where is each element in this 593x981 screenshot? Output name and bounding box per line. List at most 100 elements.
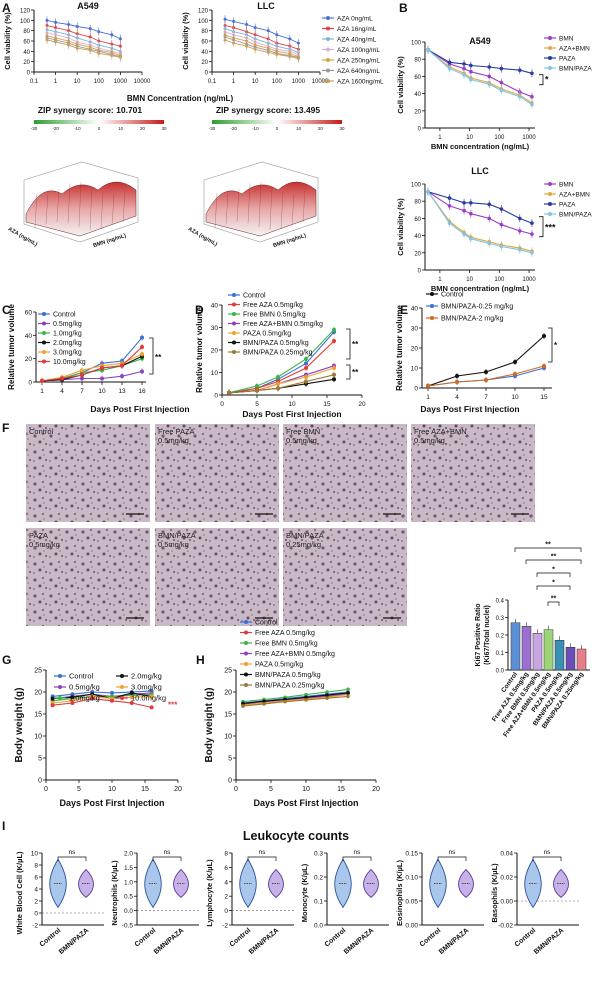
violin-1-group-label: BMN/PAZA bbox=[153, 927, 185, 956]
panel-g-xtick-label: 5 bbox=[77, 786, 81, 793]
panel-g-xtick-label: 10 bbox=[108, 786, 116, 793]
panel-d-legend-label: Free AZA 0.5mg/kg bbox=[243, 302, 303, 309]
violin-2-ylabel: Lymphocyte (K/µL) bbox=[205, 859, 214, 927]
panel-a-legend-label: AZA 640ng/mL bbox=[337, 68, 380, 75]
panel-g-xtick-label: 15 bbox=[141, 786, 149, 793]
panel-g-point bbox=[70, 701, 75, 705]
violin-5-ns: ns bbox=[544, 849, 552, 856]
panel-a-1-point bbox=[266, 50, 270, 54]
panel-a-1-ytick-label: 100 bbox=[198, 19, 209, 25]
panel-a-0-point bbox=[54, 40, 58, 44]
surface-a549-mesh bbox=[100, 191, 104, 230]
panel-h-point bbox=[325, 693, 329, 697]
panel-a-1-series-line bbox=[224, 36, 299, 58]
panel-letter: I bbox=[2, 819, 5, 833]
panel-g-ylabel: Body weight (g) bbox=[14, 688, 25, 763]
panel-c-legend-label: 0.5mg/kg bbox=[53, 321, 82, 328]
panel-a-0-point bbox=[110, 33, 114, 37]
panel-h-point bbox=[262, 699, 266, 704]
panel-b-1-point bbox=[469, 200, 473, 205]
panel-b-1-point bbox=[530, 232, 534, 236]
panel-e-point bbox=[455, 380, 459, 384]
ihc-image bbox=[155, 528, 279, 626]
panel-g-b-legend-label: 10.0mg/kg bbox=[131, 694, 166, 703]
panel-b-1-point bbox=[462, 208, 466, 213]
panel-f-bar-ytick-label: 0.2 bbox=[496, 634, 505, 640]
panel-a-1-ytick-label: 120 bbox=[198, 9, 209, 15]
panel-f-bar-ytick-label: 0.0 bbox=[496, 669, 505, 675]
surface-llc-mesh bbox=[302, 190, 306, 223]
panel-d-xtick-label: 0 bbox=[220, 401, 224, 408]
panel-g-point bbox=[90, 696, 95, 701]
panel-a-1-series-line bbox=[224, 39, 299, 60]
panel-e-ytick-label: 0 bbox=[414, 386, 418, 393]
panel-c-series-line bbox=[41, 346, 143, 382]
panel-a-1-point bbox=[288, 55, 292, 58]
panel-c-point bbox=[80, 368, 84, 373]
violin-1-ytick-label: 2.0 bbox=[124, 851, 133, 858]
panel-h-point bbox=[346, 687, 350, 692]
panel-f-bar-bar bbox=[576, 648, 587, 671]
panel-f-bar-sig-bracket bbox=[547, 601, 560, 606]
panel-d-xtick-label: 5 bbox=[255, 401, 259, 408]
ihc-image-label: 0.5mg/kg bbox=[158, 540, 189, 549]
panel-d-point bbox=[332, 372, 336, 377]
panel-f-bar-ylabel: Ki67 Positive Ratio bbox=[475, 603, 482, 666]
ihc-image bbox=[26, 528, 150, 626]
violin-3-group-label: Control bbox=[324, 927, 348, 948]
surface-llc-y-label: AZA (ng/mL) bbox=[187, 226, 219, 248]
panel-d-legend-label: PAZA 0.5mg/kg bbox=[243, 331, 291, 338]
panel-e-point bbox=[484, 378, 488, 382]
panel-b-1-xtick-label: 1 bbox=[438, 277, 442, 283]
violin-2-ytick-label: 0 bbox=[224, 908, 228, 915]
violin-0-ytick-label: 4 bbox=[34, 887, 38, 894]
panel-a-0-series-line bbox=[46, 25, 121, 47]
panel-e-xtick-label: 7 bbox=[484, 394, 488, 401]
panel-i-title: Leukocyte counts bbox=[243, 829, 349, 843]
panel-a-0-point bbox=[75, 25, 79, 29]
panel-c-xtick-label: 13 bbox=[118, 388, 126, 395]
ihc-image-label: BMN/PAZA bbox=[158, 531, 196, 540]
violin-0-ns: ns bbox=[69, 849, 77, 856]
panel-a-0-xtick-label: 10000 bbox=[134, 79, 151, 85]
panel-a-0-series-line bbox=[46, 37, 121, 57]
panel-d-legend-marker bbox=[232, 340, 236, 345]
violin-4-group-label: Control bbox=[419, 927, 443, 948]
panel-c-bracket bbox=[149, 337, 154, 375]
panel-b-0-legend-label: BMN bbox=[559, 36, 574, 43]
panel-h-legend-label: BMN/PAZA 0.25mg/kg bbox=[255, 683, 325, 690]
panel-b-0-xlabel: BMN concentration (ng/mL) bbox=[431, 142, 530, 151]
violin-4-ytick-label: 0.05 bbox=[405, 899, 418, 906]
violin-1-ylabel: Neutrophils (K/µL) bbox=[110, 860, 119, 926]
panel-a-1-point bbox=[275, 33, 279, 37]
panel-b-1-point bbox=[499, 222, 504, 227]
panel-g-series-line bbox=[52, 690, 152, 697]
panel-d-point bbox=[276, 386, 280, 391]
panel-e-sig: * bbox=[554, 341, 558, 350]
surface-a549-mesh bbox=[78, 182, 82, 228]
panel-c-point bbox=[140, 369, 144, 374]
panel-e-point bbox=[513, 372, 517, 376]
panel-d-point bbox=[332, 339, 336, 343]
panel-b-0-ytick-label: 60 bbox=[414, 75, 421, 81]
panel-g-legend-marker bbox=[58, 685, 62, 689]
panel-d-point bbox=[255, 388, 259, 393]
panel-d-ytick-label: 10 bbox=[211, 370, 219, 377]
panel-g-xtick-label: 20 bbox=[174, 786, 182, 793]
violin-2-ytick-label: 4 bbox=[224, 879, 228, 886]
panel-f-bar-ylabel-2: (Ki67/Total nuclei) bbox=[484, 605, 491, 665]
panel-d-xtick-label: 20 bbox=[358, 401, 366, 408]
panel-a-0-point bbox=[45, 24, 49, 27]
panel-g-series-line bbox=[52, 698, 152, 708]
panel-c-ylabel: Relative tumor volume bbox=[7, 304, 16, 390]
panel-c-legend-label: Control bbox=[53, 312, 76, 319]
surface-a549-mesh bbox=[122, 190, 126, 223]
panel-b-0-title: A549 bbox=[469, 36, 491, 46]
panel-a-1-point bbox=[223, 38, 227, 42]
panel-b-0-series-line bbox=[427, 49, 533, 105]
panel-b-1-series-line bbox=[427, 191, 533, 224]
panel-a-0-point bbox=[75, 32, 79, 36]
colorbar-tick: 10 bbox=[118, 126, 124, 131]
ihc-image-label: 0.25mg/kg bbox=[286, 540, 321, 549]
panel-b-0-point bbox=[469, 77, 473, 82]
